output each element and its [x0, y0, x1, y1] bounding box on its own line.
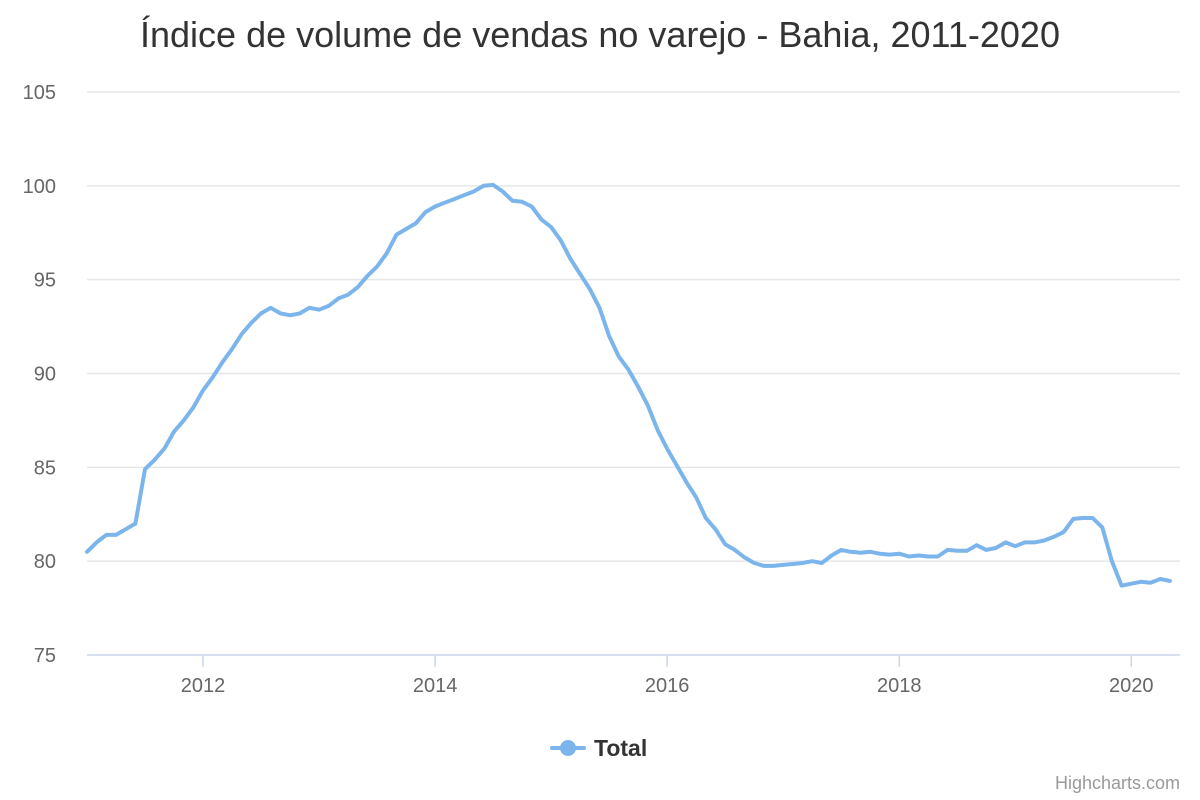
axes: 75 80 85 90 95 100 105 2012 2014 2016 2018 2020	[23, 82, 1180, 697]
y-tick-label: 90	[34, 364, 56, 386]
series-layer	[85, 182, 1172, 588]
y-tick-label: 100	[23, 176, 56, 198]
y-tick-label: 75	[34, 645, 56, 667]
grid-lines	[87, 91, 1180, 562]
credits-link[interactable]: Highcharts.com	[1054, 773, 1180, 793]
y-tick-label: 95	[34, 270, 56, 292]
x-tick-label: 2018	[877, 675, 922, 697]
y-tick-label: 80	[34, 551, 56, 573]
legend-marker-icon	[560, 740, 576, 756]
y-tick-label: 105	[23, 82, 56, 104]
x-tick-label: 2020	[1109, 675, 1154, 697]
x-tick-label: 2012	[181, 675, 226, 697]
legend-label[interactable]: Total	[594, 735, 647, 761]
x-tick-label: 2014	[413, 675, 458, 697]
series-line-0[interactable]	[85, 182, 1172, 588]
x-tick-label: 2016	[645, 675, 690, 697]
y-tick-label: 85	[34, 457, 56, 479]
chart-title: Índice de volume de vendas no varejo - B…	[140, 14, 1060, 55]
legend[interactable]: Total	[550, 735, 647, 761]
